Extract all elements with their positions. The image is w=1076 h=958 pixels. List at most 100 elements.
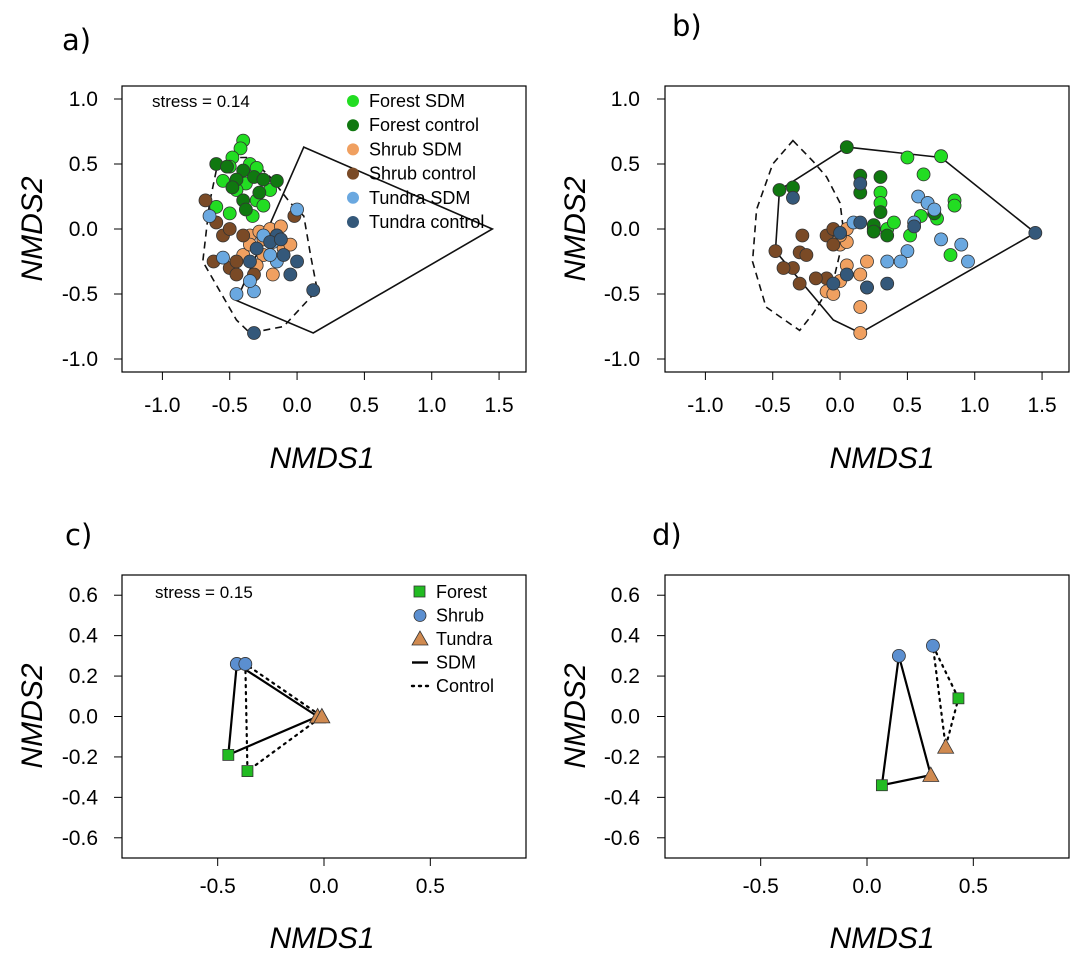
point-tundra-control <box>1028 225 1043 240</box>
point-forest-control <box>772 183 787 197</box>
point-tundra-control <box>247 326 261 340</box>
hull-control <box>751 139 845 332</box>
y-tick-label: 0.0 <box>69 706 98 729</box>
y-tick-label: 0.4 <box>69 625 99 648</box>
x-tick-label: 0.5 <box>416 875 445 898</box>
point-tundra-control <box>243 254 257 269</box>
point-tundra-sdm <box>922 766 940 782</box>
y-axis-title: NMDS2 <box>559 663 592 768</box>
y-tick-label: 1.0 <box>69 88 98 111</box>
y-tick-label: -0.4 <box>62 786 99 809</box>
x-tick-label: 0.0 <box>852 875 881 898</box>
point-shrub-control <box>229 254 244 269</box>
point-shrub-control <box>198 193 213 208</box>
stress-annotation: stress = 0.14 <box>152 92 250 111</box>
point-forest-sdm <box>233 141 248 156</box>
x-tick-label: 0.5 <box>959 875 988 898</box>
point-shrub-control <box>926 638 940 653</box>
legend-item-shrub-sdm: Shrub SDM <box>347 139 462 159</box>
y-axis-title: NMDS2 <box>16 176 49 281</box>
point-shrub-control <box>792 276 807 291</box>
y-tick-label: -0.6 <box>604 827 640 850</box>
legend-label: Tundra <box>436 629 493 649</box>
x-tick-label: -1.0 <box>144 394 180 417</box>
point-forest-control <box>225 180 240 195</box>
plot-frame <box>664 574 1070 859</box>
point-shrub-control <box>799 248 814 262</box>
x-tick-label: 1.5 <box>484 394 513 417</box>
point-forest-sdm <box>900 150 915 165</box>
point-forest-sdm <box>222 749 235 761</box>
legend-item-tundra: Tundra <box>411 629 493 649</box>
point-tundra-sdm <box>229 287 244 301</box>
legend-item-forest: Forest <box>413 582 487 602</box>
x-tick-label: -0.5 <box>743 875 779 898</box>
y-tick-label: 0.0 <box>611 706 640 729</box>
y-tick-label: 0.5 <box>611 153 640 176</box>
point-tundra-sdm <box>961 254 975 269</box>
legend-label: Forest SDM <box>369 91 465 111</box>
point-shrub-control <box>229 267 244 282</box>
point-forest-sdm <box>222 206 237 221</box>
panel-label: a) <box>62 23 91 57</box>
point-tundra-control <box>290 254 304 269</box>
point-forest-sdm <box>875 779 888 792</box>
point-tundra-sdm <box>911 189 926 204</box>
point-tundra-sdm <box>900 244 915 259</box>
point-tundra-control <box>274 232 288 247</box>
point-tundra-sdm <box>290 202 304 217</box>
y-tick-label: 0.2 <box>69 665 98 688</box>
point-shrub-sdm <box>853 267 868 282</box>
point-tundra-control <box>249 241 264 256</box>
y-tick-label: 0.0 <box>69 218 98 241</box>
point-tundra-control <box>826 276 841 291</box>
legend-marker <box>411 630 429 646</box>
point-shrub-control <box>826 237 841 252</box>
point-tundra-control <box>839 267 854 282</box>
centroid-lines-control <box>244 661 324 774</box>
panel-label: b) <box>672 9 702 43</box>
point-forest-control <box>220 159 234 174</box>
y-tick-label: -0.5 <box>62 283 98 306</box>
y-tick-label: -0.4 <box>604 786 641 809</box>
panel-b: b) 1.0 0.5 0.0 -0.5 -1.0 -1.0 -0.5 0.0 0.5 1.0 1.5 N… <box>559 9 1070 475</box>
x-tick-label: 1.0 <box>417 394 446 417</box>
x-tick-label: 0.0 <box>825 394 854 417</box>
point-tundra-sdm <box>927 202 942 217</box>
x-tick-label: 0.5 <box>893 394 922 417</box>
centroid-lines-sdm <box>880 655 933 787</box>
panel-d: d) 0.6 0.4 0.2 0.0 -0.2 -0.4 -0.6 -0.5 0.0 0.5 NMDS… <box>559 518 1070 955</box>
legend-label: Shrub control <box>369 164 476 184</box>
legend-item-tundra-sdm: Tundra SDM <box>347 188 470 208</box>
point-forest-control <box>880 228 895 243</box>
point-shrub-sdm <box>860 254 874 269</box>
point-shrub-control <box>808 271 823 286</box>
point-forest-control <box>866 224 881 239</box>
point-forest-control <box>839 140 854 155</box>
point-forest-sdm <box>887 215 901 230</box>
point-forest-sdm <box>916 167 931 182</box>
point-shrub-sdm <box>853 326 868 340</box>
legend-label: Forest control <box>369 115 479 135</box>
point-tundra-sdm <box>880 254 895 269</box>
legend-marker <box>413 585 426 598</box>
y-tick-label: -0.5 <box>604 283 640 306</box>
y-tick-label: 0.6 <box>69 584 98 607</box>
legend-marker <box>347 95 359 107</box>
x-tick-label: -0.5 <box>212 394 248 417</box>
hull-sdm <box>774 146 1037 334</box>
y-tick-label: -0.2 <box>62 746 98 769</box>
point-shrub-sdm <box>853 300 868 314</box>
y-axis-title: NMDS2 <box>559 176 592 281</box>
point-tundra-control <box>907 219 922 234</box>
point-shrub-sdm <box>265 267 280 282</box>
legend-marker <box>413 609 427 622</box>
point-shrub-control <box>776 261 791 275</box>
legend-marker <box>347 191 359 204</box>
x-axis-title: NMDS1 <box>269 922 374 955</box>
point-shrub-sdm <box>891 648 906 663</box>
point-tundra-control <box>880 276 895 291</box>
legend: Forest SDM Forest control Shrub SDM Shrub c… <box>347 91 484 232</box>
x-tick-label: 0.0 <box>309 875 338 898</box>
